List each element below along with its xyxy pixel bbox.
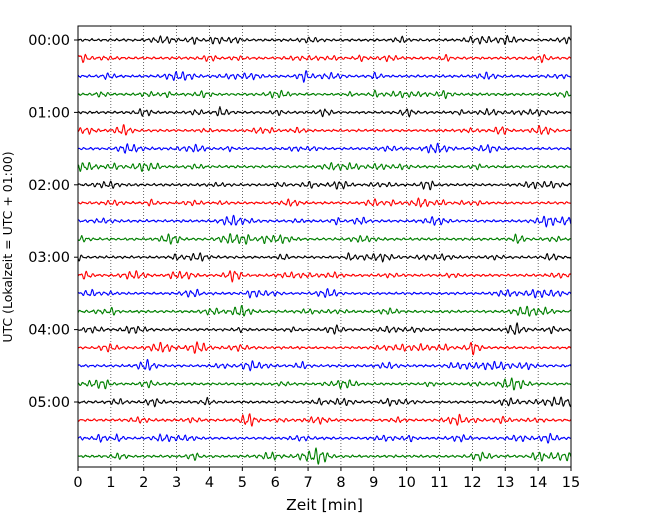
x-tick-label: 10 xyxy=(397,475,415,491)
x-tick-label: 6 xyxy=(271,475,280,491)
x-axis-label: Zeit [min] xyxy=(286,496,363,514)
y-tick-label: 03:00 xyxy=(28,250,70,266)
y-tick-label: 04:00 xyxy=(28,323,70,339)
x-axis-ticks: 0 1 2 3 4 5 6 7 8 9 10 11 12 13 14 15 xyxy=(73,467,580,491)
x-tick-label: 15 xyxy=(562,475,580,491)
trace-line xyxy=(77,233,572,245)
trace-line xyxy=(77,142,572,154)
trace-line xyxy=(77,341,572,356)
trace-line xyxy=(77,377,572,391)
plot-frame xyxy=(77,25,572,468)
y-tick-label: 00:00 xyxy=(28,33,70,49)
y-tick-label: 02:00 xyxy=(28,178,70,194)
x-tick-label: 1 xyxy=(106,475,115,491)
y-tick-label: 05:00 xyxy=(28,395,70,411)
trace-line xyxy=(77,34,572,45)
x-tick-label: 3 xyxy=(172,475,181,491)
y-axis-ticks: 00:00 01:00 02:00 03:00 04:00 05:00 xyxy=(28,33,78,411)
x-tick-label: 12 xyxy=(463,475,481,491)
trace-line xyxy=(77,322,572,335)
trace-line xyxy=(77,70,572,83)
trace-line xyxy=(77,270,572,283)
trace-line xyxy=(77,106,572,118)
trace-line xyxy=(77,180,572,191)
trace-line xyxy=(77,432,572,444)
x-tick-label: 7 xyxy=(303,475,312,491)
x-tick-label: 13 xyxy=(496,475,514,491)
trace-line xyxy=(77,358,572,372)
trace-line xyxy=(77,162,572,172)
trace-line xyxy=(77,214,572,228)
x-tick-label: 5 xyxy=(238,475,247,491)
x-tick-label: 9 xyxy=(369,475,378,491)
x-tick-label: 2 xyxy=(139,475,148,491)
x-tick-label: 14 xyxy=(529,475,547,491)
trace-line xyxy=(77,89,572,100)
y-tick-label: 01:00 xyxy=(28,105,70,121)
trace-line xyxy=(77,413,572,427)
x-tick-label: 4 xyxy=(205,475,214,491)
x-tick-label: 8 xyxy=(336,475,345,491)
trace-line xyxy=(77,396,572,408)
trace-line xyxy=(77,124,572,136)
trace-line xyxy=(77,305,572,317)
trace-line xyxy=(77,197,572,208)
trace-line xyxy=(77,447,572,465)
trace-lines xyxy=(77,34,572,465)
x-tick-label: 11 xyxy=(430,475,448,491)
trace-line xyxy=(77,288,572,299)
trace-line xyxy=(77,53,572,64)
trace-line xyxy=(77,252,572,263)
y-axis-label: UTC (Lokalzeit = UTC + 01:00) xyxy=(0,151,15,342)
x-tick-label: 0 xyxy=(73,475,82,491)
